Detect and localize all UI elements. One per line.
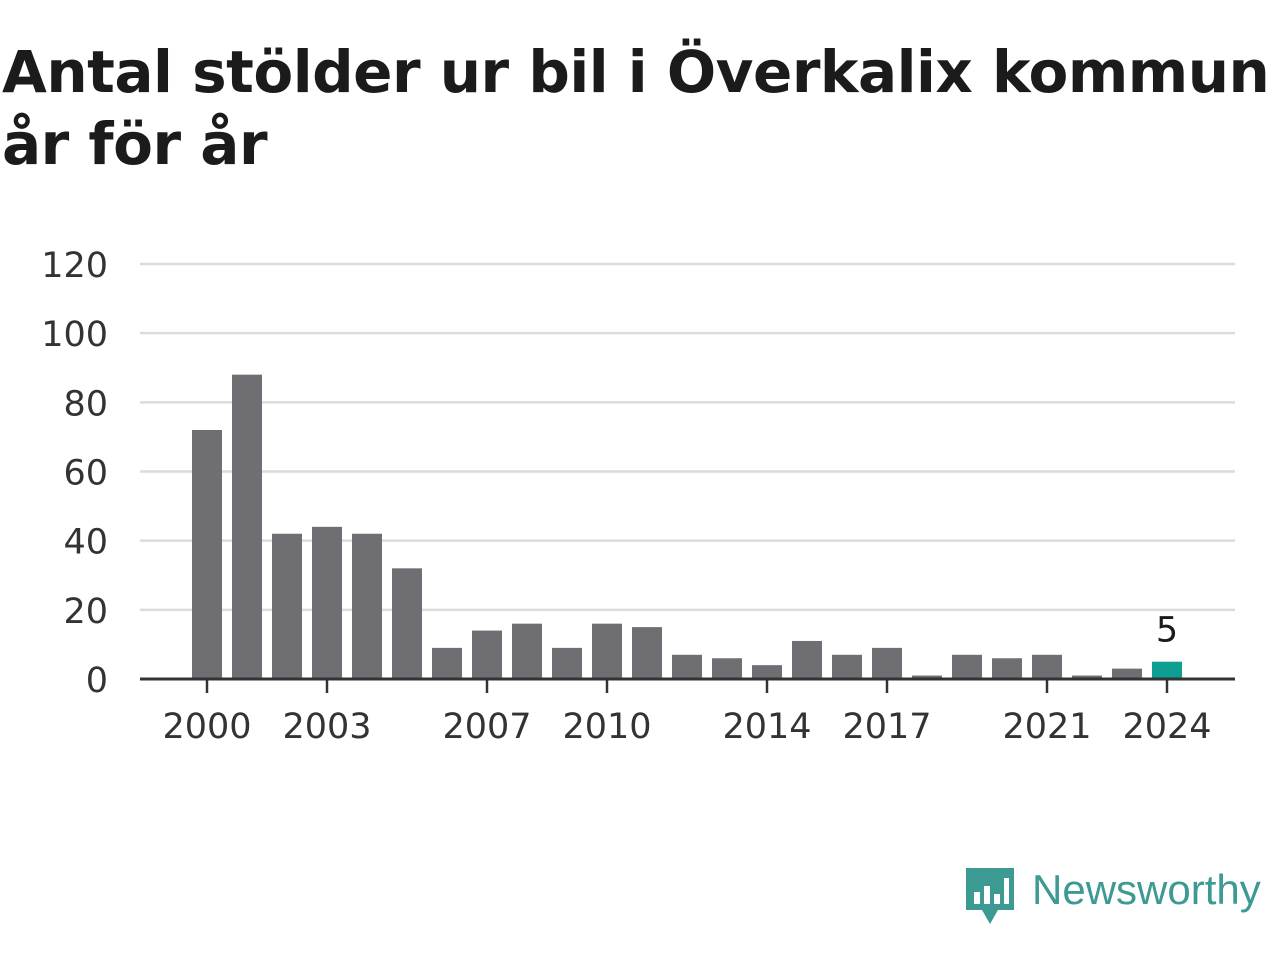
bar xyxy=(672,654,702,679)
brand: Newsworthy xyxy=(964,864,1280,928)
bar-highlight xyxy=(1152,661,1182,679)
chart-title: Antal stölder ur bil i Överkalix kommun … xyxy=(2,38,1270,178)
bar xyxy=(1072,675,1102,679)
bar xyxy=(872,647,902,679)
bar xyxy=(792,640,822,679)
bar xyxy=(552,647,582,679)
y-tick-label: 80 xyxy=(63,384,108,424)
bar xyxy=(432,647,462,679)
y-tick-label: 0 xyxy=(86,661,108,701)
bar xyxy=(392,568,422,679)
x-tick-label: 2000 xyxy=(162,707,251,747)
bar xyxy=(312,526,342,679)
bar xyxy=(952,654,982,679)
y-tick-label: 100 xyxy=(41,315,108,355)
y-tick-label: 60 xyxy=(63,454,108,494)
bar xyxy=(272,533,302,679)
y-tick-label: 120 xyxy=(41,246,108,286)
bar xyxy=(472,630,502,679)
x-tick-label: 2014 xyxy=(722,707,811,747)
x-tick-label: 2003 xyxy=(282,707,371,747)
x-tick-label: 2007 xyxy=(442,707,531,747)
bar xyxy=(752,665,782,679)
bar xyxy=(352,533,382,679)
bar xyxy=(592,623,622,679)
bar xyxy=(832,654,862,679)
data-label: 5 xyxy=(1156,611,1178,651)
y-tick-label: 20 xyxy=(63,592,108,632)
x-tick-label: 2021 xyxy=(1002,707,1091,747)
bar xyxy=(912,675,942,679)
bar xyxy=(232,374,262,679)
x-tick-label: 2017 xyxy=(842,707,931,747)
bar xyxy=(992,658,1022,679)
bar xyxy=(192,430,222,679)
x-tick-label: 2010 xyxy=(562,707,651,747)
bar xyxy=(1112,668,1142,679)
x-tick-label: 2024 xyxy=(1122,707,1211,747)
y-tick-label: 40 xyxy=(63,523,108,563)
newsworthy-logo-icon xyxy=(966,868,1014,924)
bar xyxy=(712,658,742,679)
bar xyxy=(512,623,542,679)
bar xyxy=(632,627,662,679)
brand-name: Newsworthy xyxy=(1032,866,1261,913)
bar xyxy=(1032,654,1062,679)
